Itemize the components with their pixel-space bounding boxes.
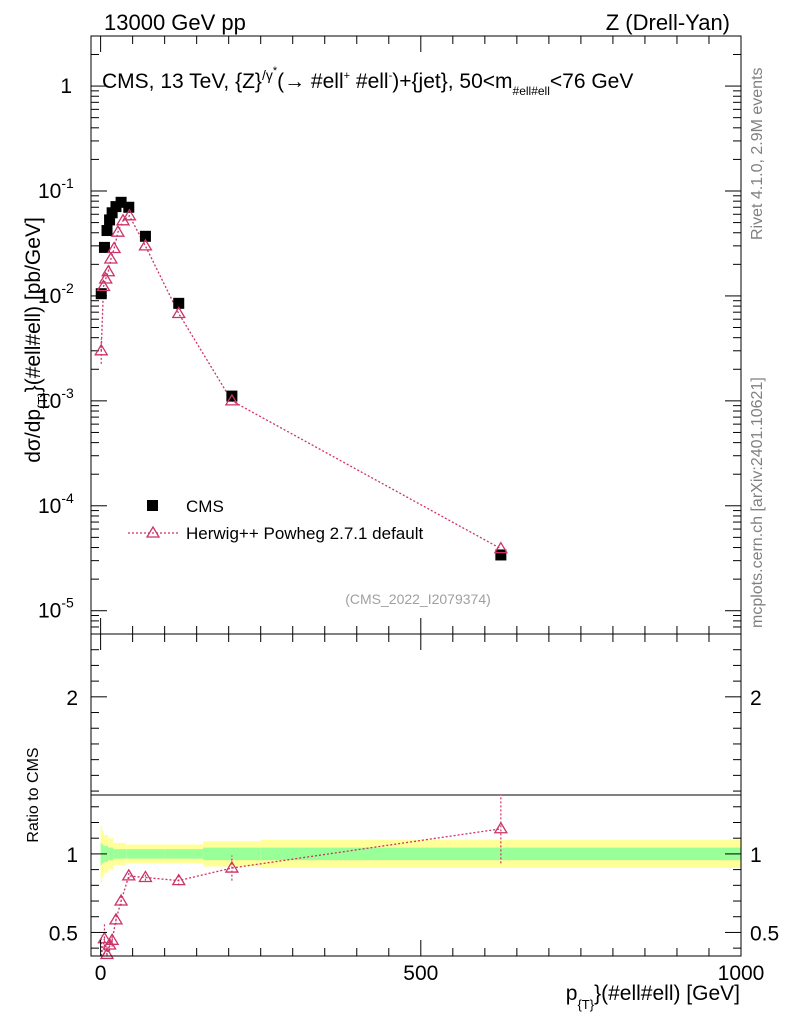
- main-y-label: dσ/dp{T}}(#ell#ell) [pb/GeV]: [22, 217, 50, 463]
- ratio-y-tick-label: 0.5: [49, 922, 78, 945]
- cms-data-point: [115, 196, 127, 208]
- legend-marker-mc: [145, 525, 161, 538]
- cms-data-point: [98, 241, 110, 253]
- mc-data-point: [224, 393, 240, 406]
- cms-data-point: [123, 201, 135, 213]
- ratio-data-point: [171, 873, 186, 886]
- ratio-data-point: [108, 912, 124, 925]
- cms-data-point: [495, 549, 507, 561]
- ratio-data-point: [97, 931, 112, 944]
- mc-data-point: [493, 541, 509, 554]
- ratio-data-point: [121, 868, 136, 881]
- x-tick-label: 500: [403, 962, 438, 985]
- mc-data-point: [171, 306, 186, 319]
- cms-data-point: [101, 225, 113, 237]
- main-y-tick-label: 10-5: [38, 595, 74, 623]
- mc-data-point: [110, 224, 126, 237]
- cms-data-point: [95, 288, 107, 300]
- plot-title: CMS, 13 TeV, {Z}/γ*(→ #ell+ #ell-)+{jet}…: [102, 65, 633, 98]
- mc-data-point: [94, 343, 109, 356]
- ratio-band-inner: [126, 849, 140, 859]
- ratio-band-inner: [203, 847, 261, 861]
- legend: CMS Herwig++ Powheg 2.7.1 default: [128, 497, 423, 543]
- ratio-data-point: [104, 933, 120, 945]
- ratio-series-points: [97, 821, 509, 960]
- x-tick-label: 1000: [718, 962, 765, 985]
- mc-series-line: [100, 214, 502, 550]
- main-y-ticks: 10-5 10-4 10-3 10-2 10-1 1: [38, 35, 741, 635]
- header-left: 13000 GeV pp: [104, 10, 246, 35]
- cms-data-point: [139, 230, 151, 242]
- ratio-data-point: [113, 893, 129, 906]
- cms-data-point: [104, 214, 116, 226]
- header-right: Z (Drell-Yan): [606, 10, 730, 35]
- main-y-tick-label: 10-4: [38, 490, 74, 518]
- x-axis-label: p{T}}(#ell#ell) [GeV]: [566, 982, 740, 1012]
- mc-data-point: [98, 271, 113, 284]
- ratio-y-ticks: 0.5 0.5 1 1 2 2: [49, 633, 779, 949]
- ratio-data-point: [493, 821, 509, 834]
- main-frame: [90, 35, 742, 635]
- mc-data-point: [106, 241, 122, 254]
- ratio-frame: [90, 633, 742, 957]
- ratio-band-inner: [164, 849, 204, 859]
- mc-data-point: [101, 264, 116, 277]
- legend-marker-cms: [147, 500, 158, 511]
- cms-data-point: [173, 297, 185, 309]
- ratio-x-ticks: 0 500 1000: [95, 634, 765, 985]
- main-panel: 10-5 10-4 10-3 10-2 10-1 1 CMS, 13 TeV, {Z}/γ…: [22, 35, 742, 635]
- ratio-y-tick-label: 1: [66, 844, 78, 867]
- ratio-y-tick-label-right: 2: [750, 687, 762, 710]
- mc-data-point: [96, 279, 111, 292]
- ratio-uncertainty-bands: [100, 825, 741, 883]
- main-y-tick-label: 1: [60, 75, 72, 98]
- ratio-y-tick-label: 2: [66, 687, 78, 710]
- main-y-tick-label: 10-1: [38, 175, 74, 203]
- ratio-band-inner: [105, 846, 109, 862]
- ratio-band-inner: [139, 849, 165, 859]
- ratio-y-tick-label-right: 0.5: [750, 922, 779, 945]
- cms-data-point: [106, 207, 118, 219]
- ratio-panel: 0.5 0.5 1 1 2 2 0 500 1000 Ratio to CMS p{T}}(#…: [25, 633, 779, 1012]
- mc-data-point: [122, 208, 137, 221]
- analysis-watermark: (CMS_2022_I2079374): [345, 591, 491, 607]
- ratio-data-point: [138, 870, 153, 883]
- legend-label-mc: Herwig++ Powheg 2.7.1 default: [186, 524, 423, 543]
- main-y-tick-label: 10-2: [38, 280, 74, 308]
- legend-label-cms: CMS: [186, 497, 224, 516]
- mcplots-label: mcplots.cern.ch [arXiv:2401.10621]: [749, 377, 766, 628]
- ratio-y-label: Ratio to CMS: [25, 747, 42, 842]
- mc-data-point: [103, 251, 119, 264]
- x-tick-label: 0: [95, 962, 107, 985]
- rivet-label: Rivet 4.1.0, 2.9M events: [749, 67, 766, 240]
- ratio-data-point: [99, 947, 115, 960]
- main-series-lines: [100, 214, 502, 550]
- main-series-points: [94, 196, 509, 561]
- ratio-series-lines: [100, 794, 502, 957]
- main-x-ticks: [100, 36, 742, 634]
- mc-data-point: [138, 238, 153, 251]
- ratio-data-point: [224, 860, 240, 873]
- ratio-y-tick-label-right: 1: [750, 844, 762, 867]
- ratio-band-inner: [113, 849, 127, 859]
- ratio-band-inner: [108, 847, 114, 861]
- main-y-tick-label: 10-3: [38, 385, 74, 413]
